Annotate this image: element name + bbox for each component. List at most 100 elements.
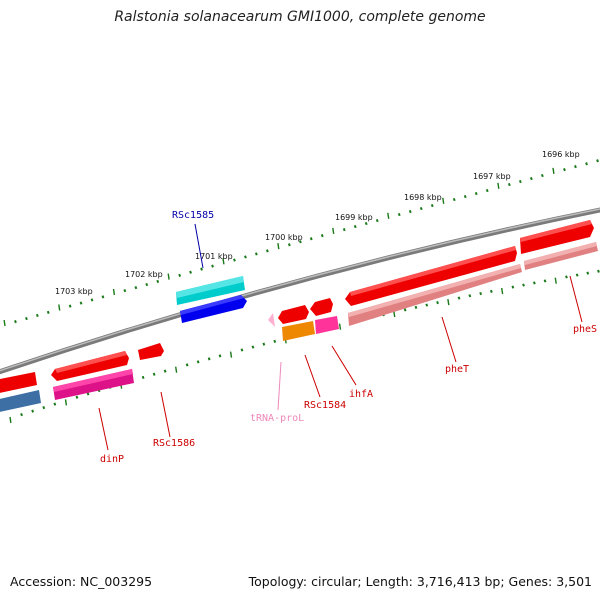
kbp-label-1700: 1700 kbp: [265, 233, 303, 242]
minor-tick: [474, 191, 478, 196]
minor-tick: [163, 369, 167, 373]
label-pheS[interactable]: pheS: [573, 324, 597, 335]
gene-RSc1585[interactable]: [176, 276, 247, 323]
minor-tick: [414, 305, 418, 309]
gene-pheS[interactable]: [520, 220, 598, 270]
label-pheT[interactable]: pheT: [445, 364, 469, 375]
minor-tick: [178, 273, 182, 277]
kbp-label-1699: 1699 kbp: [335, 213, 373, 222]
major-tick: [9, 416, 12, 424]
leader-pheS: [569, 275, 583, 323]
major-tick: [64, 399, 68, 406]
minor-tick: [53, 402, 57, 406]
minor-tick: [46, 310, 50, 314]
major-tick: [552, 167, 555, 175]
leader-RSc1586: [160, 391, 171, 438]
minor-tick: [31, 409, 35, 413]
minor-tick: [485, 188, 489, 193]
minor-tick: [353, 224, 357, 229]
kbp-label-1702: 1702 kbp: [125, 270, 163, 279]
minor-tick: [309, 237, 313, 241]
minor-tick: [452, 197, 456, 202]
gene-pheT[interactable]: [345, 246, 522, 326]
label-RSc1584[interactable]: RSc1584: [304, 400, 346, 411]
minor-tick: [397, 212, 401, 217]
minor-tick: [540, 173, 544, 178]
minor-tick: [262, 342, 266, 346]
minor-tick: [403, 308, 407, 312]
label-dinP[interactable]: dinP: [100, 454, 124, 465]
minor-tick: [364, 221, 368, 226]
minor-tick: [145, 282, 149, 287]
minor-tick: [25, 316, 28, 321]
gene-tRNA-proL[interactable]: [268, 313, 275, 327]
major-tick: [442, 197, 445, 204]
major-tick: [332, 227, 335, 235]
minor-tick: [200, 267, 203, 271]
outer-ruler-track: [3, 159, 599, 327]
major-tick: [501, 287, 504, 295]
major-tick: [338, 323, 342, 330]
label-ihfA[interactable]: ihfA: [349, 389, 373, 400]
minor-tick: [586, 271, 590, 275]
minor-tick: [90, 298, 94, 302]
minor-tick: [375, 218, 379, 223]
minor-tick: [254, 252, 258, 256]
minor-tick: [342, 228, 346, 232]
minor-tick: [156, 279, 160, 284]
minor-tick: [457, 296, 461, 300]
minor-tick: [75, 395, 79, 399]
minor-tick: [419, 206, 423, 211]
gene-RSc1584[interactable]: [278, 305, 315, 341]
minor-tick: [185, 363, 189, 367]
minor-tick: [575, 273, 579, 277]
minor-tick: [211, 264, 214, 268]
gene-left-partial[interactable]: [0, 372, 41, 413]
minor-tick: [430, 203, 434, 208]
label-tRNA-proL[interactable]: tRNA-proL: [250, 413, 304, 424]
minor-tick: [251, 345, 255, 349]
minor-tick: [597, 269, 600, 273]
minor-tick: [35, 313, 39, 318]
minor-tick: [408, 209, 412, 214]
major-tick: [167, 273, 170, 280]
leader-tRNA-proL: [277, 361, 282, 411]
kbp-label-1696: 1696 kbp: [542, 150, 580, 159]
minor-tick: [207, 357, 211, 361]
gene-ihfA[interactable]: [310, 298, 339, 334]
minor-tick: [511, 285, 515, 289]
leader-pheT: [441, 316, 457, 363]
minor-tick: [518, 179, 522, 184]
minor-tick: [101, 295, 105, 299]
minor-tick: [298, 240, 302, 244]
minor-tick: [196, 360, 200, 364]
minor-tick: [565, 275, 568, 279]
gene-dinP[interactable]: [51, 351, 134, 400]
minor-tick: [596, 159, 599, 163]
label-RSc1586[interactable]: RSc1586: [153, 438, 195, 449]
minor-tick: [585, 162, 588, 166]
minor-tick: [240, 348, 244, 352]
gene-RSc1586[interactable]: [138, 343, 164, 360]
major-tick: [112, 288, 116, 296]
minor-tick: [529, 176, 533, 181]
leader-RSc1585: [194, 223, 204, 269]
leader-ihfA: [331, 345, 357, 386]
kbp-label-1698: 1698 kbp: [404, 193, 442, 202]
minor-tick: [468, 294, 472, 298]
minor-tick: [233, 258, 236, 262]
minor-tick: [507, 182, 511, 187]
major-tick: [58, 304, 61, 311]
major-tick: [387, 212, 390, 219]
major-tick: [554, 277, 557, 284]
map-title: Ralstonia solanacearum GMI1000, complete…: [114, 9, 486, 25]
kbp-label-1697: 1697 kbp: [473, 172, 511, 181]
leader-dinP: [98, 407, 109, 451]
minor-tick: [86, 392, 90, 396]
minor-tick: [20, 413, 23, 417]
major-tick: [447, 298, 450, 306]
minor-tick: [532, 281, 536, 285]
major-tick: [229, 351, 233, 358]
label-RSc1585[interactable]: RSc1585: [172, 210, 214, 221]
